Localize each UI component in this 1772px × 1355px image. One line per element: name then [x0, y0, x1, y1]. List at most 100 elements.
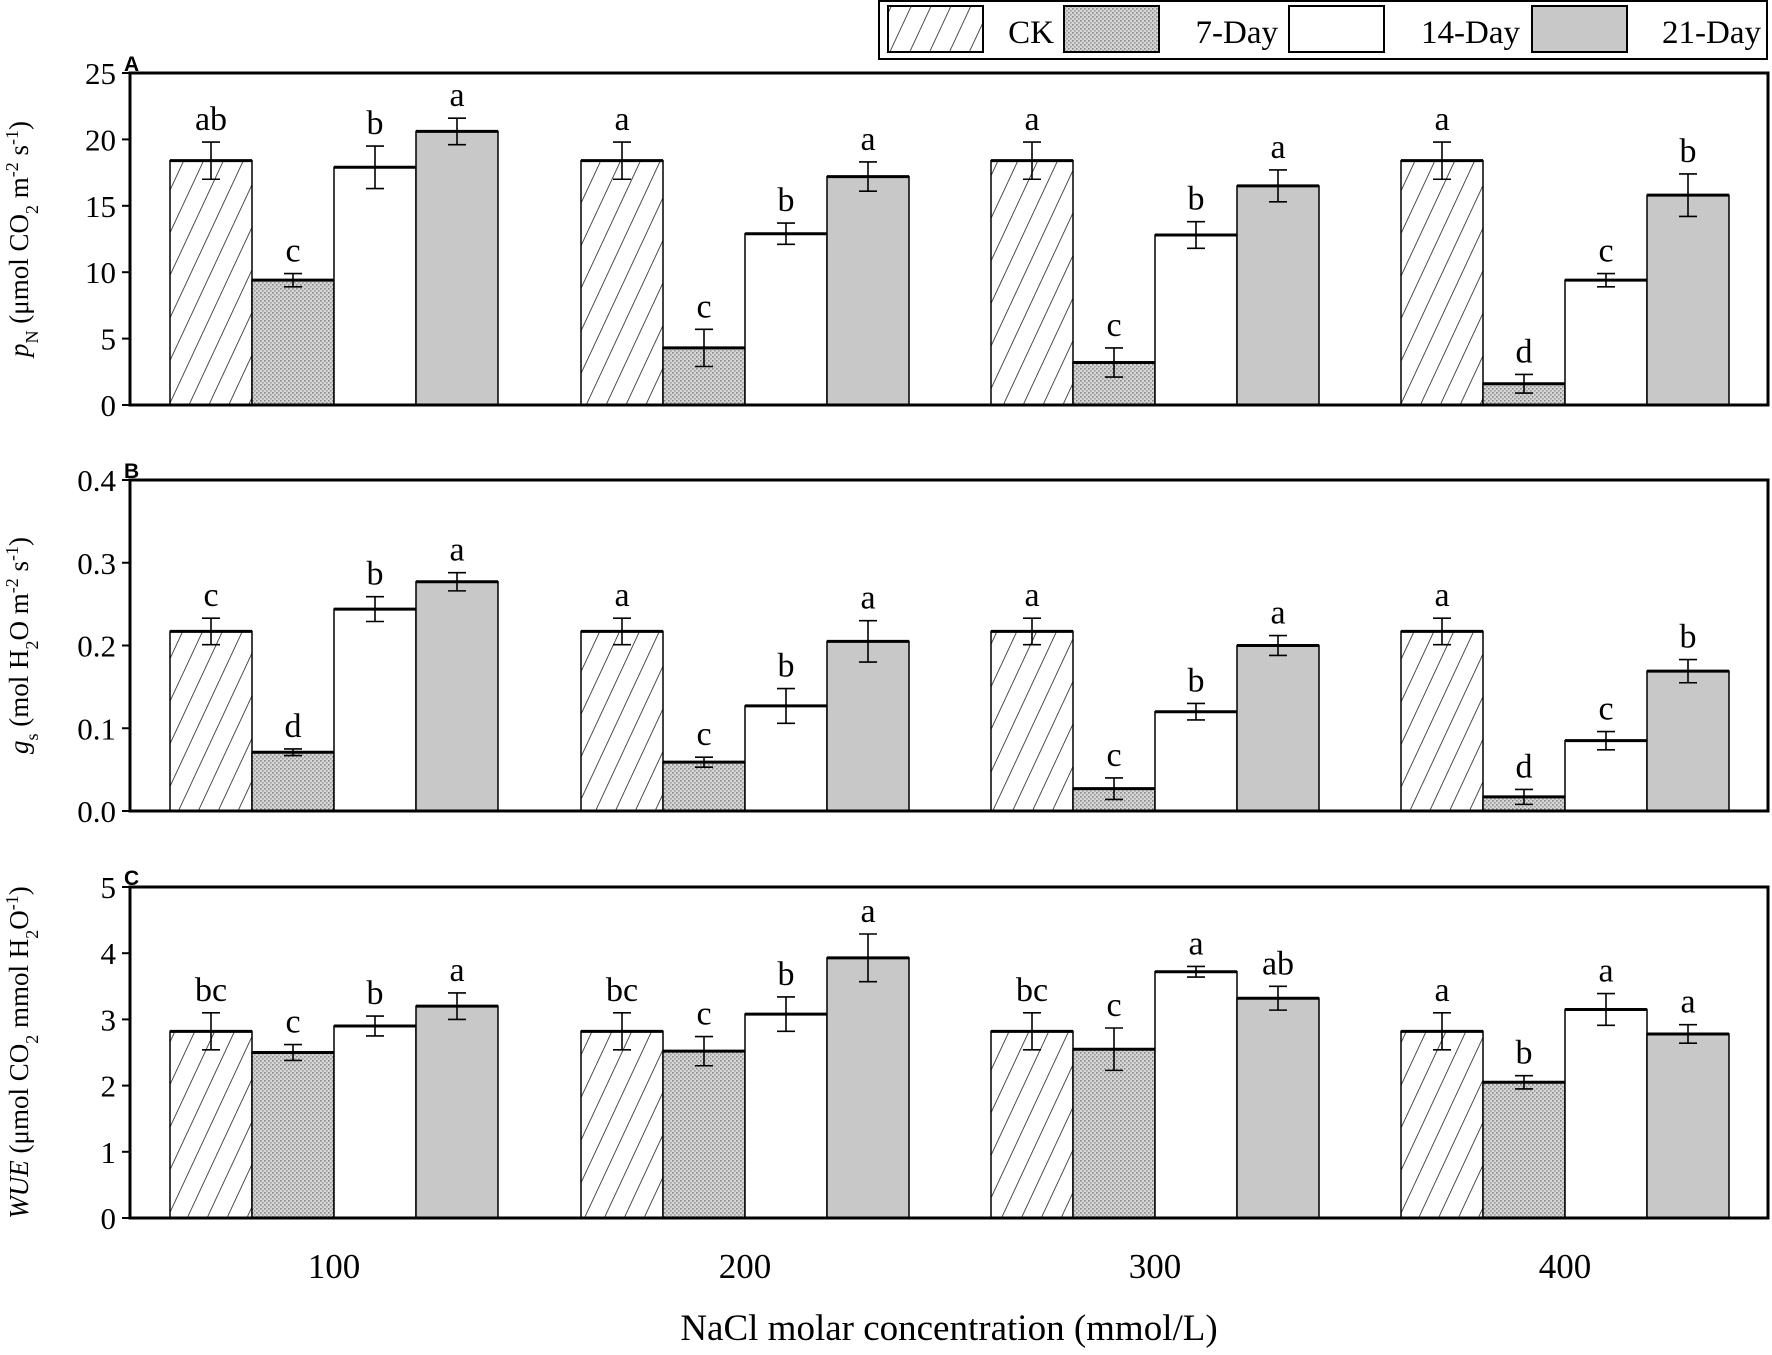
significance-letter: b: [1680, 619, 1697, 656]
bar-ck-300: [990, 1030, 1074, 1219]
y-axis-label-part: s: [4, 561, 34, 578]
significance-letter: a: [1270, 595, 1285, 632]
plot-frame: [128, 885, 1770, 1220]
panel-label: A: [124, 53, 139, 76]
legend: CK 7-Day 14-Day 21-Day: [878, 0, 1768, 60]
bar-ck-400: [1400, 630, 1484, 812]
bar-ck-400: [1400, 1030, 1484, 1219]
bar-14-day-100: [333, 608, 417, 812]
significance-letter: a: [1680, 984, 1695, 1021]
significance-letter: b: [367, 105, 384, 142]
y-axis-label-part: (mol H: [4, 650, 34, 734]
y-axis-label-part: m: [4, 177, 34, 205]
significance-letter: b: [778, 182, 795, 219]
bar-ck-200: [580, 630, 664, 812]
y-axis-label-part: 2: [22, 641, 42, 650]
significance-letter: b: [1680, 133, 1697, 170]
bar-14-day-400: [1564, 1008, 1648, 1219]
significance-letter: a: [860, 121, 875, 158]
bar-21-day-400: [1646, 670, 1730, 812]
x-tick-label: 100: [308, 1247, 361, 1286]
y-axis-label-part: s: [4, 145, 34, 162]
y-tick-label: 0.1: [77, 711, 116, 746]
significance-letter: a: [449, 77, 464, 114]
legend-label: CK: [1008, 15, 1054, 51]
significance-letter: c: [1598, 691, 1613, 728]
significance-letter: b: [367, 975, 384, 1012]
y-tick-label: 1: [101, 1135, 117, 1170]
significance-letter: a: [449, 532, 464, 569]
y-axis-label-part: 2: [22, 205, 42, 214]
y-tick-label: 20: [85, 122, 116, 157]
significance-letter: c: [1598, 233, 1613, 270]
y-tick-label: 0.3: [77, 546, 116, 581]
bar-21-day-100: [415, 1005, 499, 1219]
y-axis-label-part: -1: [2, 546, 22, 561]
bar-ck-200: [580, 159, 664, 406]
y-axis-label-part: WUE: [4, 1160, 34, 1219]
bar-7-day-100: [251, 1051, 335, 1219]
y-axis-label-part: 2: [22, 930, 42, 939]
significance-letter: b: [778, 956, 795, 993]
significance-letter: b: [367, 556, 384, 593]
y-tick-label: 2: [101, 1069, 117, 1104]
significance-letter: c: [1106, 987, 1121, 1024]
x-axis-label: NaCl molar concentration (mmol/L): [680, 1308, 1217, 1349]
y-axis-label-part: O m: [4, 593, 34, 640]
y-tick-label: 0.0: [77, 794, 116, 829]
bar-21-day-100: [415, 581, 499, 812]
y-axis-label-part: s: [22, 734, 42, 741]
significance-letter: bc: [606, 972, 638, 1009]
significance-letter: c: [696, 288, 711, 325]
significance-letter: c: [285, 233, 300, 270]
significance-letter: a: [1434, 972, 1449, 1009]
bar-21-day-300: [1236, 997, 1320, 1219]
bar-14-day-300: [1154, 710, 1238, 812]
significance-letter: a: [860, 893, 875, 930]
y-tick-label: 0: [101, 388, 117, 423]
significance-letter: d: [1516, 748, 1533, 785]
significance-letter: a: [449, 952, 464, 989]
significance-letter: a: [860, 580, 875, 617]
significance-letter: c: [1106, 307, 1121, 344]
bar-14-day-200: [744, 1013, 828, 1219]
significance-letter: c: [696, 716, 711, 753]
significance-letter: a: [1434, 101, 1449, 138]
legend-label: 14-Day: [1421, 15, 1520, 51]
bar-14-day-300: [1154, 970, 1238, 1219]
y-tick-label: 0: [101, 1201, 117, 1236]
y-axis-label: gs (mol H2O m-2 s-1): [2, 537, 42, 754]
y-axis-label-part: O: [4, 910, 34, 930]
y-axis-label-part: ): [4, 121, 34, 130]
y-tick-label: 0.2: [77, 629, 116, 664]
bar-14-day-400: [1564, 279, 1648, 406]
panel-label: C: [124, 867, 139, 890]
y-axis-label-part: -2: [2, 578, 22, 593]
bar-ck-200: [580, 1030, 664, 1219]
bar-7-day-400: [1482, 1081, 1566, 1219]
bar-ck-400: [1400, 159, 1484, 406]
y-axis-label-part: -1: [2, 130, 22, 145]
significance-letter: b: [1188, 181, 1205, 218]
significance-letter: c: [203, 577, 218, 614]
legend-label: 21-Day: [1662, 15, 1761, 51]
y-tick-label: 3: [101, 1002, 117, 1037]
y-axis-label-part: g: [4, 741, 34, 755]
bar-ck-100: [169, 630, 253, 812]
legend-swatch-14-day: [1288, 5, 1385, 53]
x-tick-label: 400: [1539, 1247, 1592, 1286]
significance-letter: b: [778, 648, 795, 685]
significance-letter: d: [285, 708, 302, 745]
bar-7-day-100: [251, 279, 335, 406]
significance-letter: a: [614, 577, 629, 614]
legend-swatch-ck: [887, 5, 984, 53]
x-tick-label: 300: [1129, 1247, 1182, 1286]
bar-21-day-100: [415, 130, 499, 406]
significance-letter: c: [696, 996, 711, 1033]
significance-letter: ab: [195, 101, 227, 138]
y-axis-label-part: 2: [22, 1035, 42, 1044]
bar-21-day-400: [1646, 194, 1730, 406]
bar-ck-300: [990, 630, 1074, 812]
